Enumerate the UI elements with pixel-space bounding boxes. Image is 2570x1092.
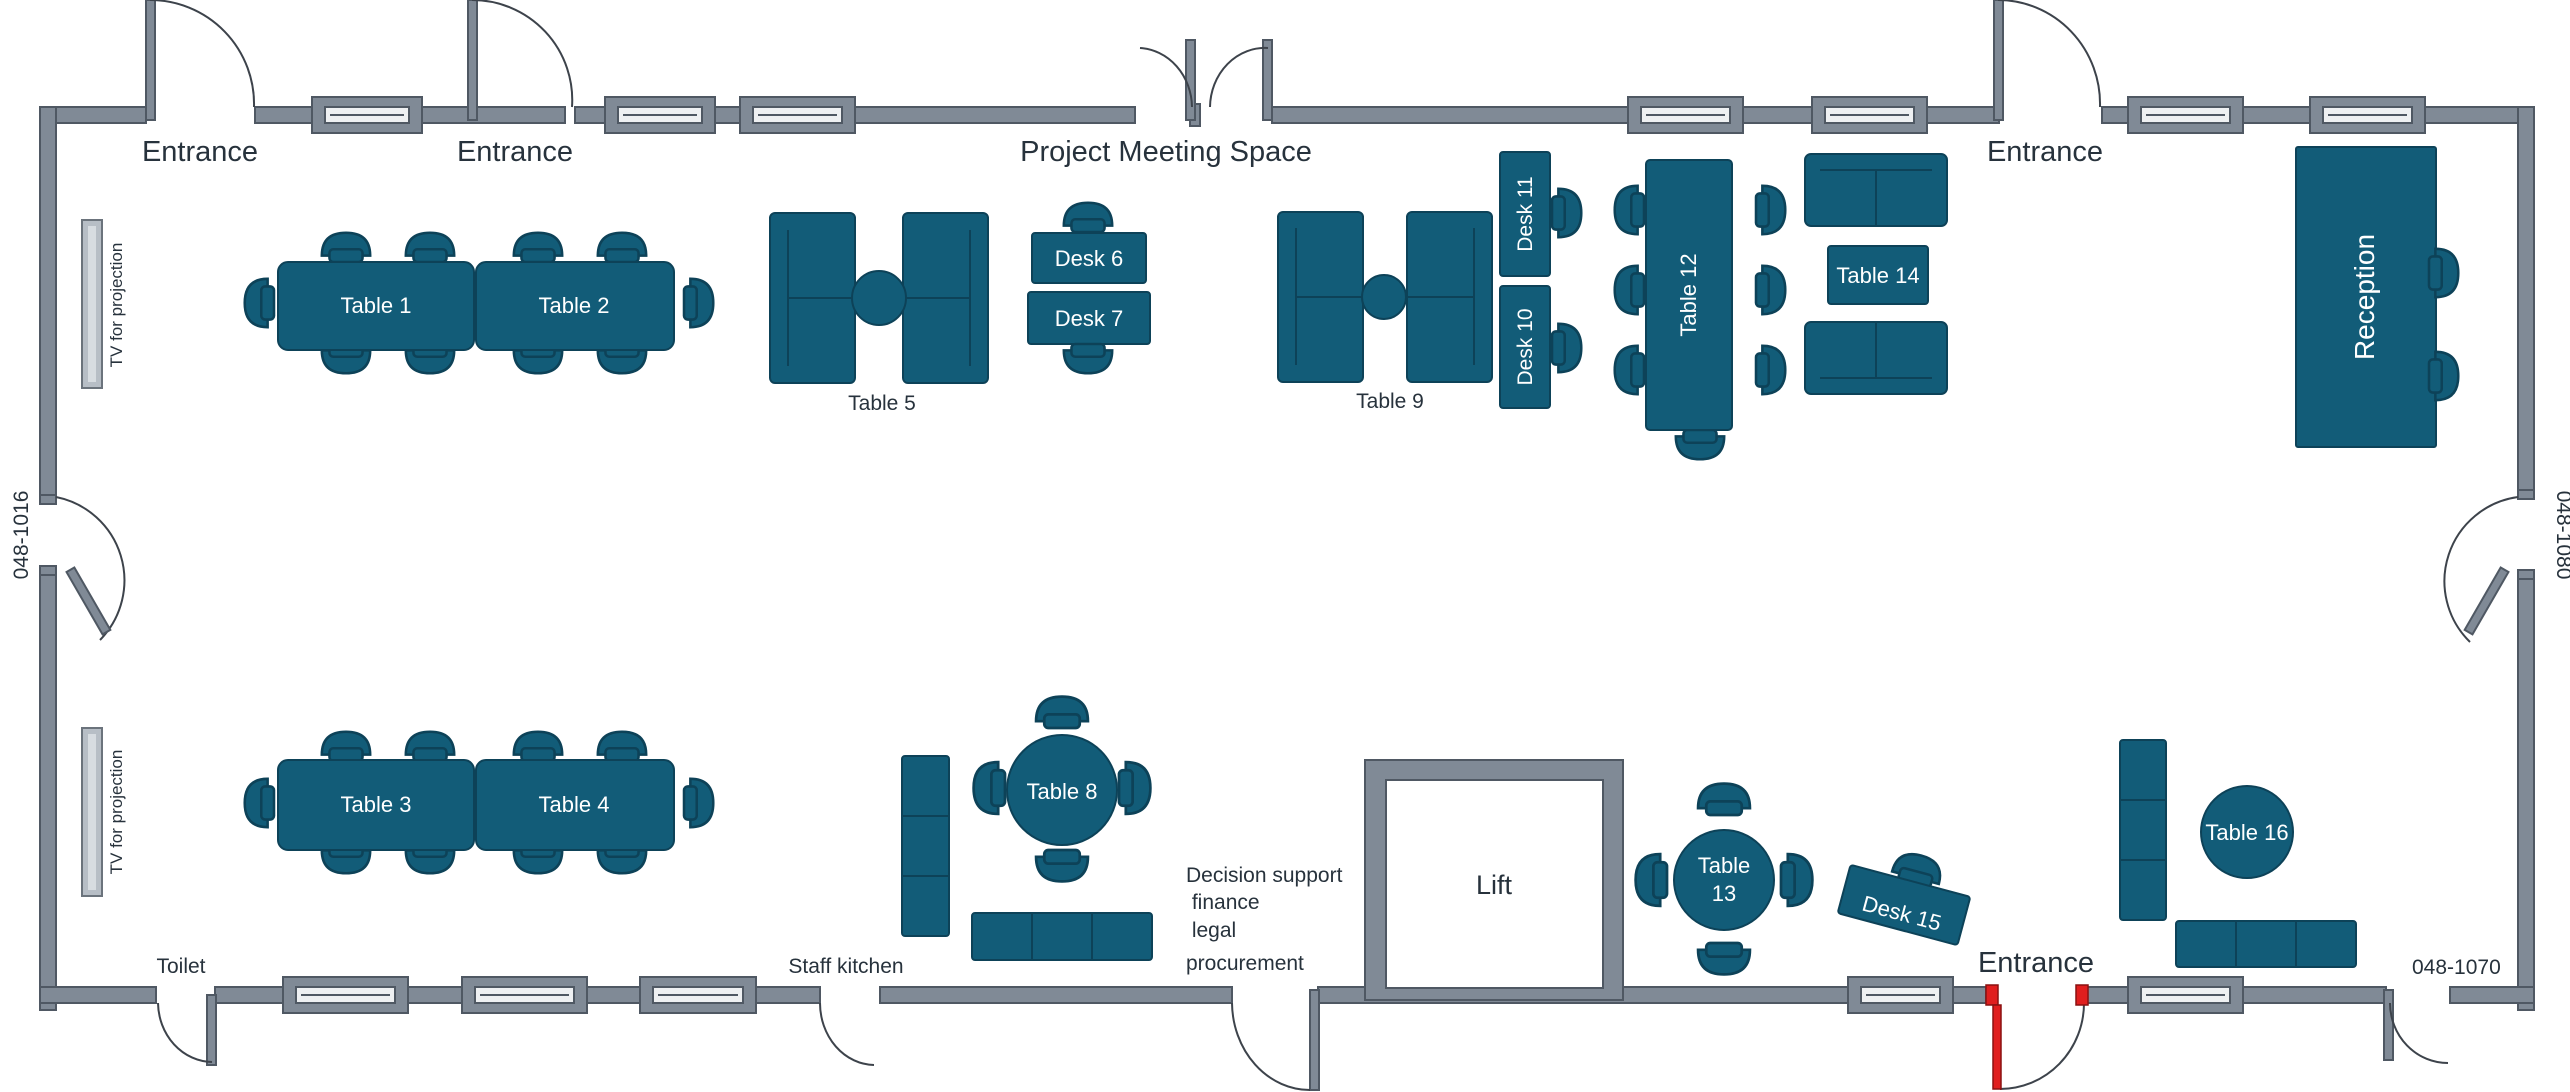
table-14 <box>1827 245 1929 305</box>
lift-label: Lift <box>1476 870 1513 900</box>
window-bottom-3 <box>639 976 757 1014</box>
table-13-label-line2: 13 <box>1712 881 1736 906</box>
table-12-label: Table 12 <box>1676 253 1701 336</box>
table-3-label: Table 3 <box>341 792 412 817</box>
table-2 <box>475 261 675 351</box>
toilet-label: Toilet <box>156 955 205 978</box>
window-top-3 <box>739 96 856 134</box>
reception-label: Reception <box>2349 234 2380 360</box>
finance-label: finance <box>1186 891 1260 914</box>
door-swing-entrance-bottom <box>1999 1002 2085 1090</box>
desk-11-label: Desk 11 <box>1514 176 1537 251</box>
window-top-2 <box>604 96 716 134</box>
window-bottom-5 <box>2127 976 2244 1014</box>
table-16 <box>2200 785 2294 879</box>
door-swing-top-3b <box>1209 46 1269 108</box>
table-12 <box>1645 159 1733 431</box>
table-9 <box>1361 274 1407 320</box>
table-14-label: Table 14 <box>1836 263 1919 288</box>
table-13-label-line1: Table <box>1698 853 1751 878</box>
room-number-bottom-right: 048-1070 <box>2412 956 2501 979</box>
desk-6-label: Desk 6 <box>1055 246 1123 271</box>
table-4-label: Table 4 <box>539 792 610 817</box>
table-9-sofa-right <box>1406 211 1493 383</box>
door-swing-bottom-right <box>2389 1002 2449 1064</box>
entrance-label-1: Entrance <box>142 136 258 168</box>
procurement-label: procurement <box>1186 952 1304 975</box>
door-leaves <box>65 566 2510 636</box>
tv-top <box>81 219 103 389</box>
tv-projection-label-bottom: TV for projection <box>107 750 126 875</box>
desk-15 <box>1837 864 1971 946</box>
entrance-label-3: Entrance <box>1987 136 2103 168</box>
desk-10-label: Desk 10 <box>1514 308 1537 385</box>
tv-bottom <box>81 727 103 897</box>
door-swing-top-3a <box>1139 47 1193 108</box>
table-14-sofa-bottom <box>1804 321 1948 395</box>
table-14-sofa-top <box>1804 153 1948 227</box>
doors <box>55 0 2519 1091</box>
table-16-sofa-bottom <box>2175 920 2357 968</box>
door-swing-top-1 <box>149 0 256 108</box>
red-door <box>1985 984 2089 1090</box>
table-1 <box>277 261 475 351</box>
desk-6 <box>1031 232 1147 284</box>
table-8-label: Table 8 <box>1027 779 1098 804</box>
door-swing-left <box>55 496 126 641</box>
table-8 <box>1006 734 1118 846</box>
room-number-right: 048-1080 <box>2552 491 2570 580</box>
staff-kitchen-label: Staff kitchen <box>788 955 903 978</box>
desk-11 <box>1499 151 1551 277</box>
table-8-sofa-left <box>901 755 950 937</box>
table-1-label: Table 1 <box>341 293 412 318</box>
desk-7-label: Desk 7 <box>1055 306 1123 331</box>
decision-support-label: Decision support <box>1186 864 1343 887</box>
windows <box>282 96 2426 1014</box>
table-9-label: Table 9 <box>1356 390 1424 413</box>
door-swing-top-4 <box>1997 0 2102 108</box>
table-9-sofa-left <box>1277 211 1364 383</box>
window-top-5 <box>1811 96 1928 134</box>
table-5-sofa-left <box>769 212 856 384</box>
door-swing-right <box>2443 496 2519 643</box>
table-2-label: Table 2 <box>539 293 610 318</box>
table-5 <box>851 270 907 326</box>
table-16-sofa-left <box>2119 739 2167 921</box>
door-swing-kitchen <box>819 1002 875 1066</box>
table-5-label: Table 5 <box>848 392 916 415</box>
entrance-label-4: Entrance <box>1978 947 2094 979</box>
window-top-6 <box>2127 96 2244 134</box>
desk-15-group <box>1837 847 1971 946</box>
table-4 <box>475 759 675 851</box>
project-meeting-space-label: Project Meeting Space <box>1020 136 1312 168</box>
window-bottom-2 <box>461 976 588 1014</box>
window-top-1 <box>311 96 423 134</box>
table-16-label: Table 16 <box>2205 820 2288 845</box>
legal-label: legal <box>1186 919 1236 942</box>
window-bottom-1 <box>282 976 409 1014</box>
table-13 <box>1673 829 1775 931</box>
window-top-7 <box>2309 96 2426 134</box>
entrance-label-2: Entrance <box>457 136 573 168</box>
tv-projection-label-top: TV for projection <box>107 243 126 368</box>
table-5-sofa-right <box>902 212 989 384</box>
window-top-4 <box>1627 96 1744 134</box>
door-swing-top-2 <box>472 0 574 108</box>
lift <box>1364 759 1624 1001</box>
door-swing-procurement <box>1231 1002 1311 1091</box>
room-number-left: 048-1016 <box>10 491 33 580</box>
table-3 <box>277 759 475 851</box>
furniture <box>243 146 2460 976</box>
door-swing-toilet <box>157 1002 213 1063</box>
window-bottom-4 <box>1847 976 1954 1014</box>
area-labels: Entrance Entrance Project Meeting Space … <box>10 136 2570 979</box>
desk-10 <box>1499 285 1551 409</box>
table-8-sofa-bottom <box>971 912 1153 961</box>
